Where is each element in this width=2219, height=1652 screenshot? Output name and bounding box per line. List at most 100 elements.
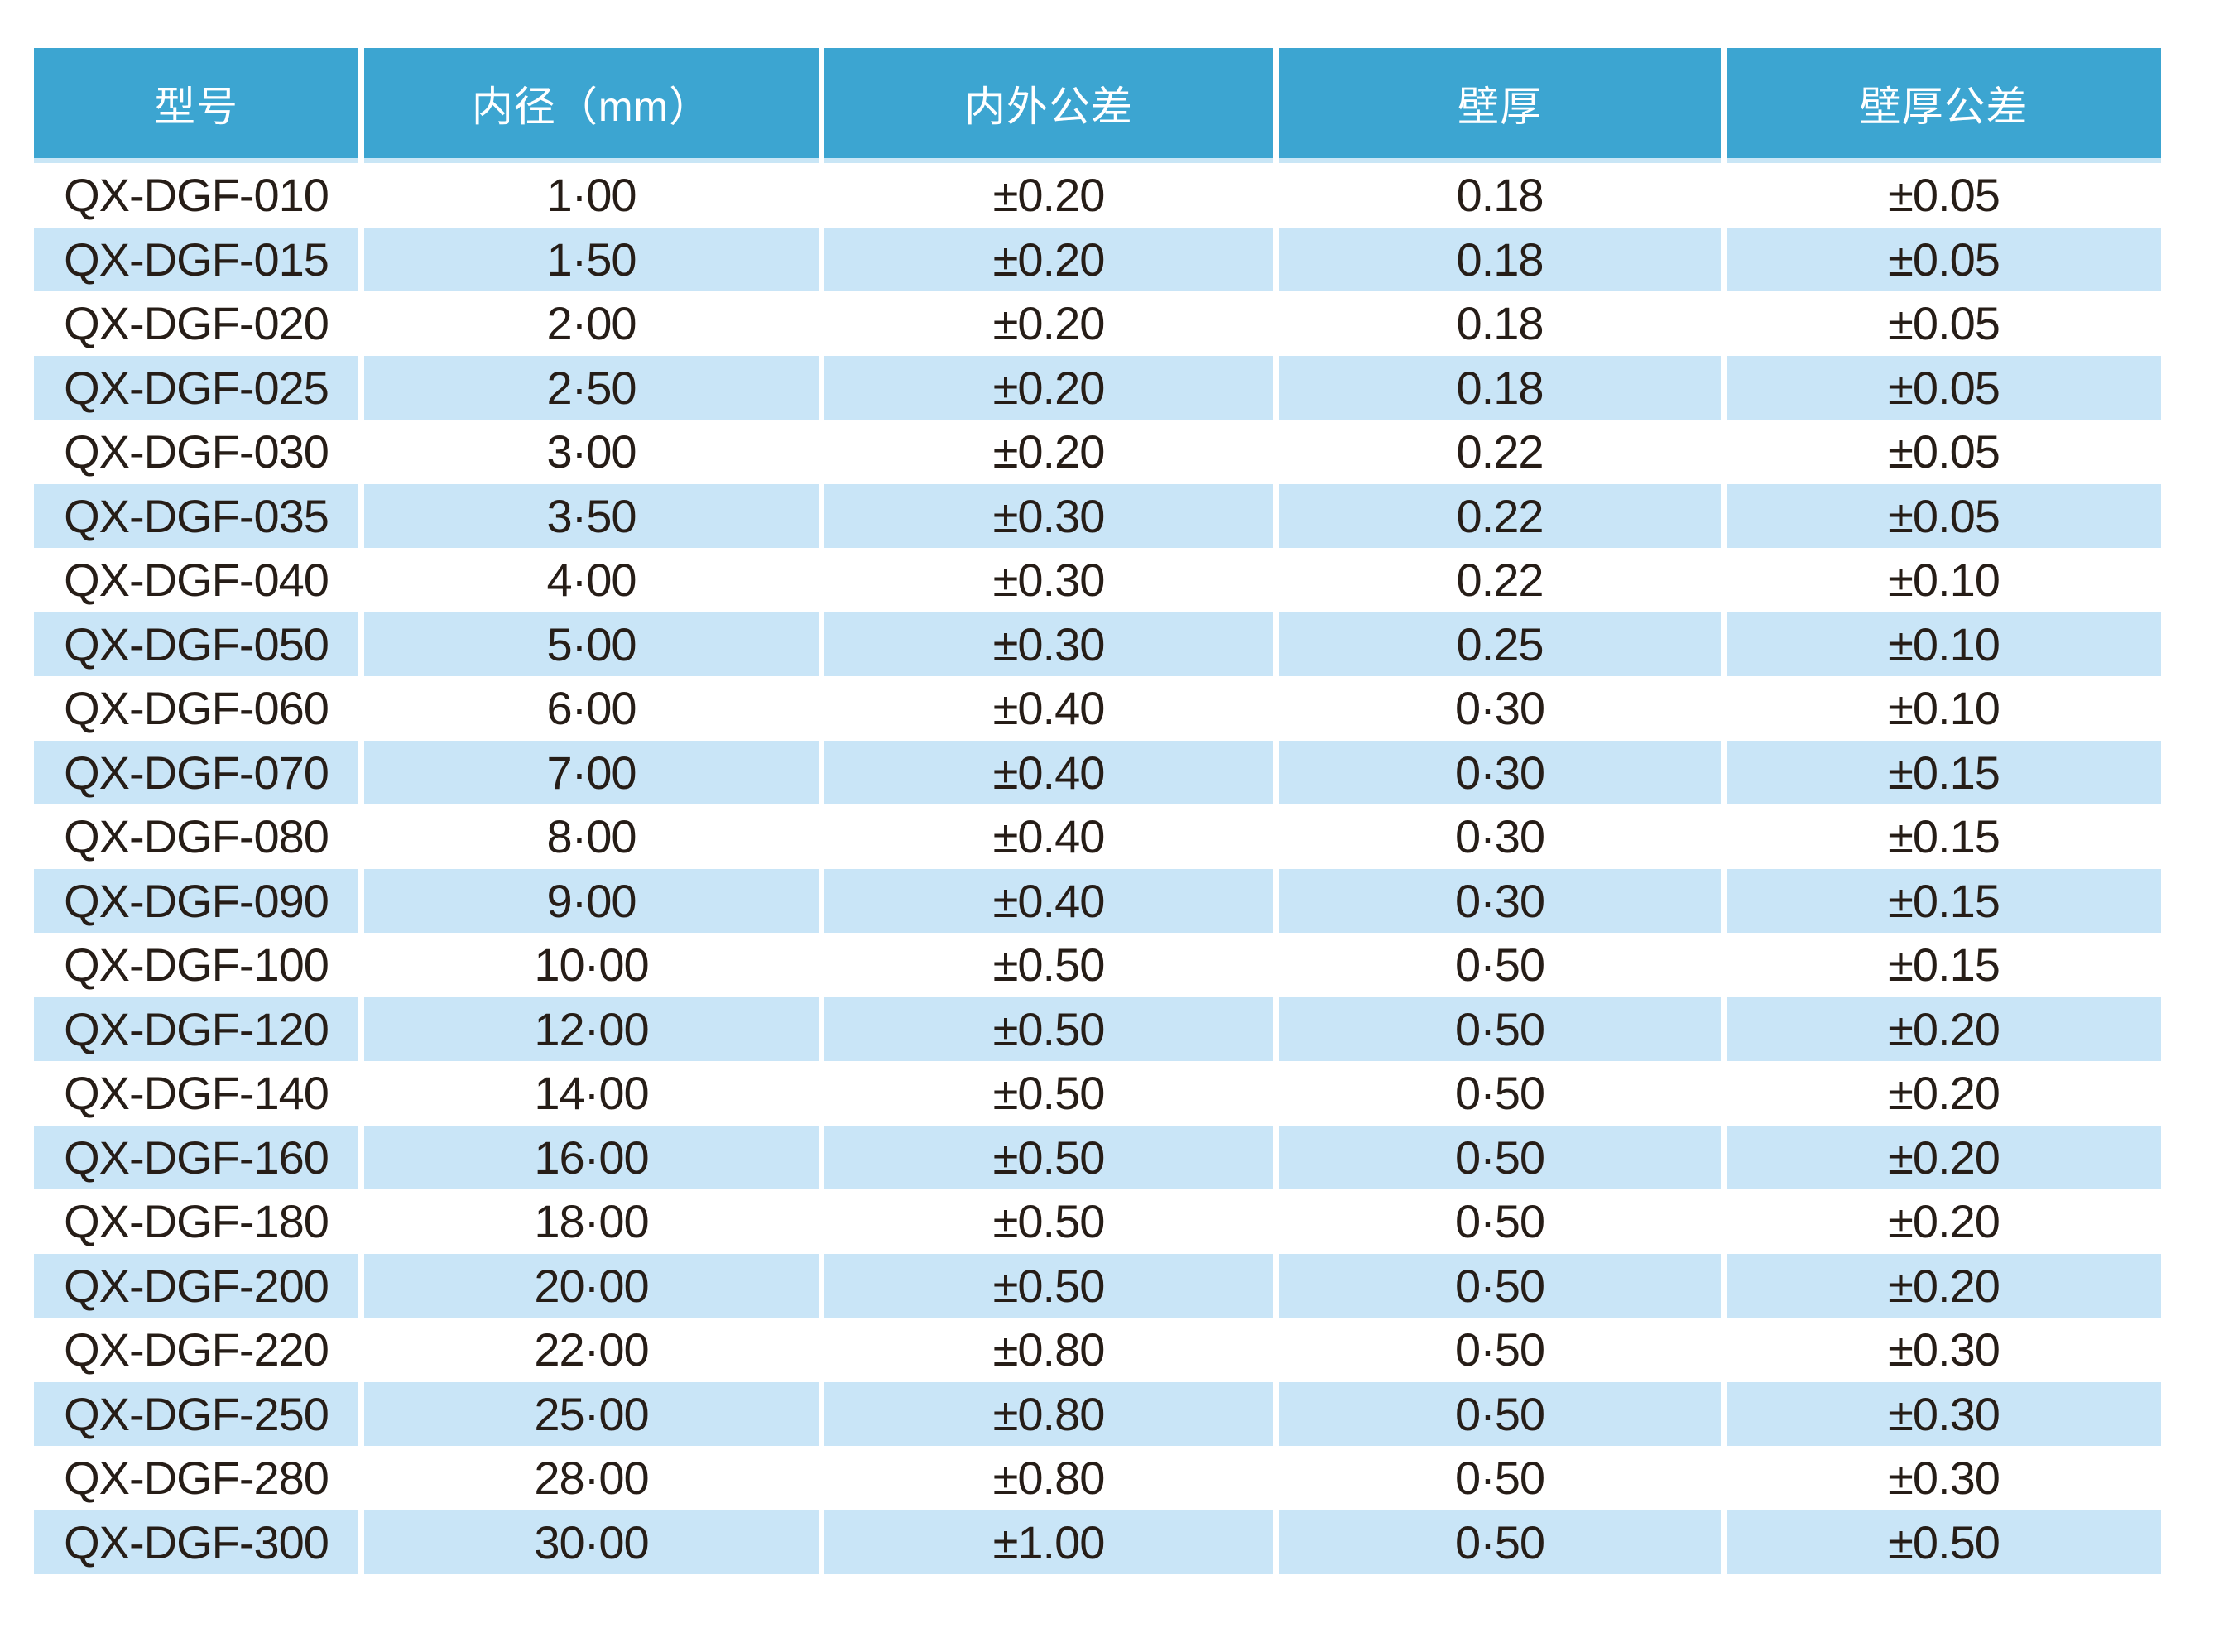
table-cell: ±0.05 <box>1727 227 2161 291</box>
table-cell: 25·00 <box>364 1381 819 1446</box>
table-cell: ±0.15 <box>1888 939 2000 992</box>
table-row: QX-DGF-050 5·00 ±0.30 0.25 ±0.10 <box>34 612 2161 676</box>
table-cell: 0·50 <box>1454 1452 1545 1505</box>
table-cell: ±0.15 <box>1727 740 2161 804</box>
table-cell: ±0.50 <box>824 996 1273 1061</box>
table-cell: ±0.20 <box>992 297 1106 350</box>
table-row: QX-DGF-180 18·00 ±0.50 0·50 ±0.20 <box>34 1189 2161 1254</box>
table-cell: ±0.30 <box>824 612 1273 676</box>
table-cell: 0·30 <box>1279 868 1721 933</box>
table-cell: 8·00 <box>546 810 636 863</box>
table-cell: 18·00 <box>534 1195 649 1248</box>
table-cell: 0·30 <box>1454 810 1545 863</box>
table-row: QX-DGF-035 3·50 ±0.30 0.22 ±0.05 <box>34 483 2161 548</box>
table-cell: ±0.20 <box>1888 1195 2000 1248</box>
table-cell: QX-DGF-070 <box>34 740 358 804</box>
table-cell: 30·00 <box>364 1510 819 1574</box>
table-cell: 12·00 <box>364 996 819 1061</box>
table-cell: 2·50 <box>364 355 819 420</box>
table-cell: 0.18 <box>1279 227 1721 291</box>
table-cell: ±0.05 <box>1727 355 2161 420</box>
table-cell: ±0.50 <box>992 1195 1106 1248</box>
table-cell: QX-DGF-120 <box>34 996 358 1061</box>
table-cell: 0·30 <box>1279 740 1721 804</box>
table-cell: ±0.20 <box>992 425 1106 478</box>
table-cell: 0.18 <box>1279 355 1721 420</box>
column-header-inner-diameter: 内径（mm） <box>364 48 819 163</box>
table-cell: 0·30 <box>1454 682 1545 735</box>
table-cell: ±0.05 <box>1888 297 2000 350</box>
table-cell: ±0.20 <box>992 169 1106 222</box>
table-cell: QX-DGF-300 <box>34 1510 358 1574</box>
table-cell: 2·00 <box>546 297 636 350</box>
column-header-wall-tolerance: 壁厚公差 <box>1727 48 2161 163</box>
table-cell: 16·00 <box>364 1125 819 1189</box>
column-header-id-od-tolerance: 内外公差 <box>824 48 1273 163</box>
table-cell: 14·00 <box>534 1067 649 1120</box>
table-row: QX-DGF-015 1·50 ±0.20 0.18 ±0.05 <box>34 227 2161 291</box>
table-row: QX-DGF-100 10·00 ±0.50 0·50 ±0.15 <box>34 933 2161 997</box>
table-row: QX-DGF-025 2·50 ±0.20 0.18 ±0.05 <box>34 355 2161 420</box>
table-row: QX-DGF-300 30·00 ±1.00 0·50 ±0.50 <box>34 1510 2161 1574</box>
table-cell: 6·00 <box>546 682 636 735</box>
table-row: QX-DGF-120 12·00 ±0.50 0·50 ±0.20 <box>34 996 2161 1061</box>
table-cell: QX-DGF-090 <box>34 868 358 933</box>
table-row: QX-DGF-250 25·00 ±0.80 0·50 ±0.30 <box>34 1381 2161 1446</box>
table-cell: 0·50 <box>1454 1067 1545 1120</box>
table-cell: 3·50 <box>364 483 819 548</box>
table-cell: QX-DGF-015 <box>34 227 358 291</box>
table-cell: ±0.50 <box>824 1125 1273 1189</box>
spec-table: 型号 内径（mm） 内外公差 壁厚 壁厚公差 QX-DGF-010 1·00 ±0.… <box>34 48 2161 1574</box>
table-cell: ±0.50 <box>1727 1510 2161 1574</box>
table-cell: ±0.50 <box>992 939 1106 992</box>
table-row: QX-DGF-070 7·00 ±0.40 0·30 ±0.15 <box>34 740 2161 804</box>
table-cell: 0·50 <box>1454 1323 1545 1376</box>
table-body: QX-DGF-010 1·00 ±0.20 0.18 ±0.05 QX-DGF-015 1·… <box>34 163 2161 1574</box>
table-cell: 5·00 <box>364 612 819 676</box>
table-row: QX-DGF-160 16·00 ±0.50 0·50 ±0.20 <box>34 1125 2161 1189</box>
table-cell: ±0.30 <box>1888 1323 2000 1376</box>
column-header-wall-thickness: 壁厚 <box>1279 48 1721 163</box>
table-cell: 0·50 <box>1279 1510 1721 1574</box>
table-cell: ±0.50 <box>992 1067 1106 1120</box>
table-row: QX-DGF-200 20·00 ±0.50 0·50 ±0.20 <box>34 1253 2161 1318</box>
table-cell: ±0.80 <box>992 1323 1106 1376</box>
table-row: QX-DGF-040 4·00 ±0.30 0.22 ±0.10 <box>34 548 2161 612</box>
table-cell: QX-DGF-030 <box>64 425 329 478</box>
table-cell: ±0.20 <box>1727 1253 2161 1318</box>
table-cell: 0.22 <box>1456 425 1544 478</box>
table-cell: 0·50 <box>1279 1125 1721 1189</box>
table-cell: QX-DGF-080 <box>64 810 329 863</box>
table-cell: ±0.40 <box>824 740 1273 804</box>
table-cell: QX-DGF-040 <box>64 554 329 607</box>
table-cell: 0·50 <box>1279 996 1721 1061</box>
table-cell: ±0.80 <box>992 1452 1106 1505</box>
table-cell: QX-DGF-160 <box>34 1125 358 1189</box>
table-cell: ±0.40 <box>992 682 1106 735</box>
table-cell: ±1.00 <box>824 1510 1273 1574</box>
table-cell: 1·50 <box>364 227 819 291</box>
table-cell: ±0.30 <box>1888 1452 2000 1505</box>
table-cell: QX-DGF-200 <box>34 1253 358 1318</box>
table-cell: QX-DGF-050 <box>34 612 358 676</box>
table-cell: ±0.15 <box>1888 810 2000 863</box>
table-cell: ±0.10 <box>1888 682 2000 735</box>
table-cell: 4·00 <box>546 554 636 607</box>
table-cell: QX-DGF-280 <box>64 1452 329 1505</box>
table-row: QX-DGF-080 8·00 ±0.40 0·30 ±0.15 <box>34 804 2161 869</box>
table-row: QX-DGF-010 1·00 ±0.20 0.18 ±0.05 <box>34 163 2161 228</box>
table-cell: QX-DGF-060 <box>64 682 329 735</box>
table-cell: QX-DGF-140 <box>64 1067 329 1120</box>
table-row: QX-DGF-020 2·00 ±0.20 0.18 ±0.05 <box>34 291 2161 356</box>
table-row: QX-DGF-220 22·00 ±0.80 0·50 ±0.30 <box>34 1318 2161 1382</box>
table-cell: 20·00 <box>364 1253 819 1318</box>
table-row: QX-DGF-030 3·00 ±0.20 0.22 ±0.05 <box>34 420 2161 484</box>
table-cell: ±0.05 <box>1727 483 2161 548</box>
table-cell: 0·50 <box>1454 1195 1545 1248</box>
table-cell: 28·00 <box>534 1452 649 1505</box>
table-cell: QX-DGF-025 <box>34 355 358 420</box>
table-cell: 10·00 <box>534 939 649 992</box>
table-cell: QX-DGF-180 <box>64 1195 329 1248</box>
table-cell: ±0.20 <box>1888 1067 2000 1120</box>
table-cell: 0·50 <box>1454 939 1545 992</box>
